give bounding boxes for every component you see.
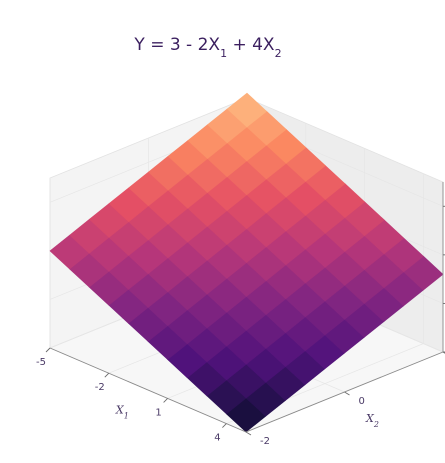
x1-tick-label: 1	[155, 407, 161, 418]
title-mid: + 4X	[227, 35, 275, 55]
x1-axis-line	[49, 347, 247, 433]
x1-tick-label: -5	[36, 357, 46, 368]
x1-tick-mark	[222, 423, 227, 428]
x2-tick-mark	[344, 391, 350, 396]
title-main: Y = 3 - 2X	[133, 35, 220, 55]
title-sub2: 2	[275, 47, 282, 60]
x1-label-sub: 1	[124, 411, 129, 420]
x2-axis-label: X2	[365, 412, 379, 429]
title-sub1: 1	[220, 47, 227, 60]
x2-label-main: X	[365, 412, 375, 425]
x1-label-main: X	[115, 404, 125, 417]
chart-title: Y = 3 - 2X1 + 4X2	[133, 35, 281, 60]
surface-patch	[226, 92, 268, 128]
axes-group: -5-214X120-2X2155-5-15Y	[36, 182, 445, 447]
x1-tick-mark	[163, 398, 168, 403]
x1-axis-label: X1	[115, 404, 129, 421]
x1-tick-label: -2	[95, 382, 105, 393]
surface-mesh	[49, 92, 444, 433]
x1-tick-mark	[45, 347, 51, 353]
x1-tick-label: 4	[214, 433, 220, 444]
x2-tick-label: 0	[359, 396, 365, 407]
x2-tick-mark	[245, 431, 252, 436]
x1-tick-mark	[104, 372, 110, 378]
x2-label-sub: 2	[373, 420, 379, 429]
x2-tick-label: -2	[260, 436, 270, 447]
x2-tick-mark	[442, 351, 445, 354]
